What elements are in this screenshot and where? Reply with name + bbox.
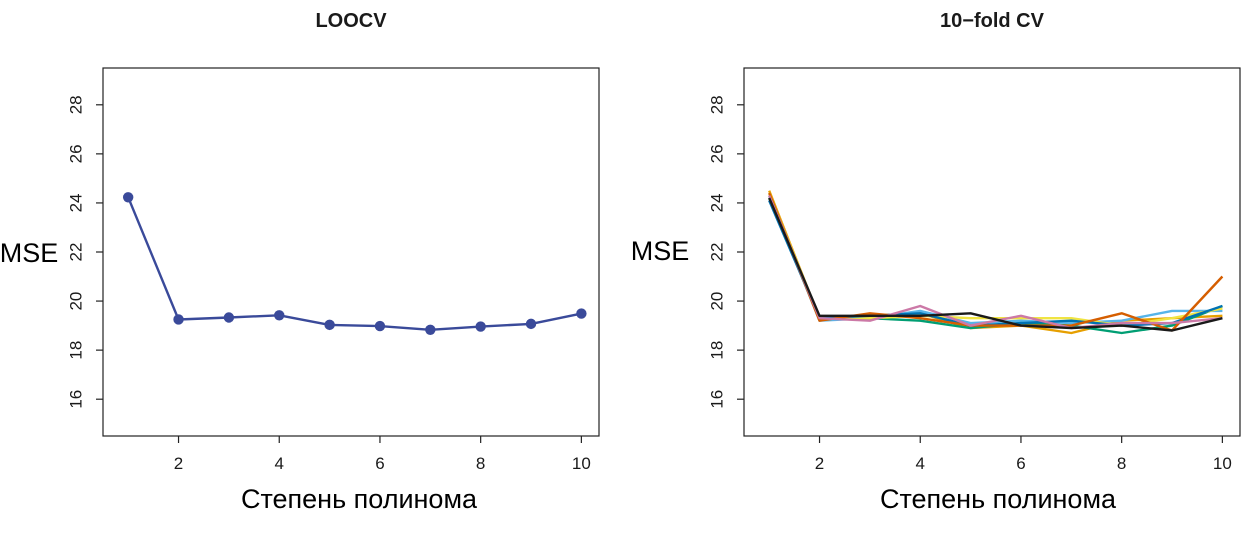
chart-title: LOOCV	[315, 10, 387, 32]
y-tick-label: 28	[67, 95, 86, 114]
series-line-4	[768, 192, 1223, 327]
x-tick-label: 10	[572, 454, 591, 473]
y-tick-label: 16	[67, 390, 86, 409]
y-tick-label: 18	[708, 341, 727, 360]
data-point	[425, 324, 436, 335]
y-tick-label: 24	[67, 193, 86, 212]
y-tick-label: 20	[708, 292, 727, 311]
x-tick-label: 10	[1213, 454, 1232, 473]
y-tick-label: 22	[708, 243, 727, 262]
chart-title: 10−fold CV	[940, 10, 1045, 32]
x-tick-label: 2	[174, 454, 183, 473]
data-point	[122, 192, 134, 203]
y-tick-label: 20	[67, 292, 86, 311]
x-axis-label: Степень полинома	[241, 484, 478, 514]
y-tick-label: 16	[708, 390, 727, 409]
x-tick-label: 8	[1117, 454, 1126, 473]
x-tick-label: 6	[375, 454, 384, 473]
plot-frame	[743, 67, 1241, 437]
x-tick-label: 6	[1016, 454, 1025, 473]
data-point	[525, 318, 537, 330]
data-point	[274, 310, 285, 321]
series-line-1	[768, 190, 1223, 335]
data-point	[173, 314, 184, 325]
data-point	[324, 319, 335, 331]
series-line-6	[768, 192, 1224, 332]
series-line-2	[768, 195, 1223, 325]
y-tick-label: 28	[708, 95, 727, 114]
y-axis-label: MSE	[631, 236, 690, 266]
y-tick-label: 26	[708, 144, 727, 163]
y-tick-label: 18	[67, 341, 86, 360]
x-tick-label: 8	[476, 454, 485, 473]
y-tick-label: 26	[67, 144, 86, 163]
series-line-8	[768, 197, 1223, 332]
y-tick-label: 24	[708, 193, 727, 212]
y-axis-label: MSE	[0, 238, 58, 268]
series-line-5	[768, 200, 1223, 327]
data-point	[374, 320, 386, 332]
x-tick-label: 4	[275, 454, 284, 473]
y-tick-label: 22	[67, 243, 86, 262]
series-line-3	[768, 197, 1223, 335]
x-axis-label: Степень полинома	[880, 484, 1117, 514]
series-line-7	[768, 195, 1223, 330]
data-point	[475, 321, 486, 332]
plot-frame	[102, 67, 600, 437]
data-point	[576, 308, 587, 319]
x-tick-label: 4	[916, 454, 925, 473]
series-line-1	[127, 196, 582, 331]
x-tick-label: 2	[815, 454, 824, 473]
data-point	[223, 312, 235, 323]
